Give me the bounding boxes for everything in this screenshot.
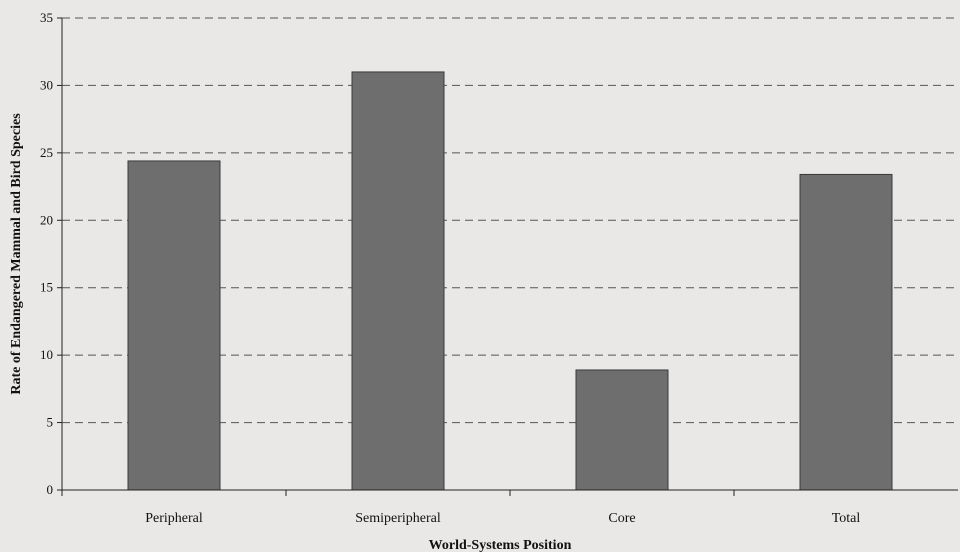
bars [127, 71, 893, 491]
y-tick-label: 20 [40, 212, 53, 227]
y-tick-label: 15 [40, 280, 53, 295]
y-tick-label: 5 [47, 415, 54, 430]
y-tick-labels: 0 5 10 15 20 25 30 35 [40, 10, 53, 497]
x-tick-label-core: Core [608, 511, 635, 526]
x-tick-label-semiperipheral: Semiperipheral [355, 511, 441, 526]
x-tick-labels: Peripheral Semiperipheral Core Total [145, 511, 860, 526]
bar-total [799, 173, 893, 491]
y-axis-title: Rate of Endangered Mammal and Bird Speci… [9, 113, 24, 395]
bar-core [575, 369, 669, 491]
y-tick-label: 10 [40, 347, 53, 362]
axes [57, 17, 958, 496]
x-axis-title: World-Systems Position [429, 538, 572, 552]
bar-peripheral [127, 160, 221, 491]
x-tick-label-peripheral: Peripheral [145, 511, 203, 526]
x-tick-label-total: Total [832, 511, 861, 526]
y-tick-label: 0 [47, 482, 54, 497]
y-tick-label: 25 [40, 145, 53, 160]
bar-semiperipheral [351, 71, 445, 491]
y-tick-label: 30 [40, 77, 53, 92]
y-tick-label: 35 [40, 10, 53, 25]
